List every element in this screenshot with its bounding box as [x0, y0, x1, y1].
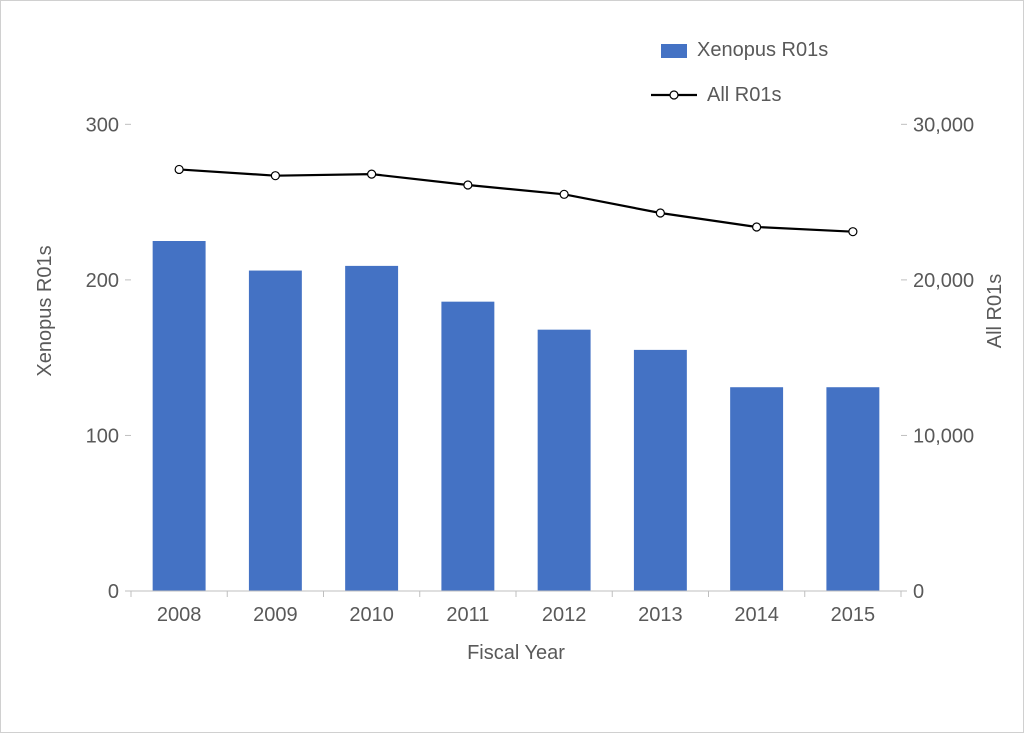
legend-label: All R01s: [707, 84, 781, 106]
x-axis-label: Fiscal Year: [467, 642, 565, 664]
x-tick-label: 2009: [253, 604, 298, 626]
legend-swatch-marker: [670, 91, 678, 99]
bar: [634, 350, 687, 591]
x-tick-label: 2013: [638, 604, 683, 626]
y-left-tick-label: 100: [86, 425, 119, 447]
bar: [826, 387, 879, 591]
legend-label: Xenopus R01s: [697, 39, 828, 61]
line-marker: [464, 181, 472, 189]
y-right-tick-label: 30,000: [913, 114, 974, 136]
x-tick-label: 2015: [831, 604, 876, 626]
y-right-axis-label: All R01s: [984, 274, 1006, 348]
x-tick-label: 2010: [349, 604, 394, 626]
bar: [345, 266, 398, 591]
bar: [153, 241, 206, 591]
x-tick-label: 2014: [734, 604, 779, 626]
y-right-tick-label: 10,000: [913, 425, 974, 447]
line-marker: [175, 165, 183, 173]
line-marker: [753, 223, 761, 231]
line-marker: [849, 228, 857, 236]
x-tick-label: 2008: [157, 604, 202, 626]
y-left-axis-label: Xenopus R01s: [34, 245, 56, 376]
bars-group: [153, 241, 880, 591]
y-left-tick-label: 0: [108, 581, 119, 603]
bar: [441, 302, 494, 591]
bar: [249, 271, 302, 591]
y-right-tick-label: 20,000: [913, 270, 974, 292]
bar: [538, 330, 591, 591]
line-series: [179, 169, 853, 231]
x-tick-label: 2011: [446, 604, 489, 626]
bar: [730, 387, 783, 591]
line-marker: [560, 190, 568, 198]
line-marker: [656, 209, 664, 217]
legend: Xenopus R01s All R01s: [651, 39, 828, 106]
legend-swatch-bar: [661, 44, 687, 58]
y-right-tick-label: 0: [913, 581, 924, 603]
x-tick-label: 2012: [542, 604, 587, 626]
line-marker: [271, 172, 279, 180]
chart-frame: 2008 2009 2010 2011 2012 2013 2014 2015 Fiscal Y…: [0, 0, 1024, 733]
y-left-tick-label: 300: [86, 114, 119, 136]
y-left-tick-label: 200: [86, 270, 119, 292]
combo-chart: 2008 2009 2010 2011 2012 2013 2014 2015 Fiscal Y…: [1, 1, 1024, 734]
line-marker: [368, 170, 376, 178]
